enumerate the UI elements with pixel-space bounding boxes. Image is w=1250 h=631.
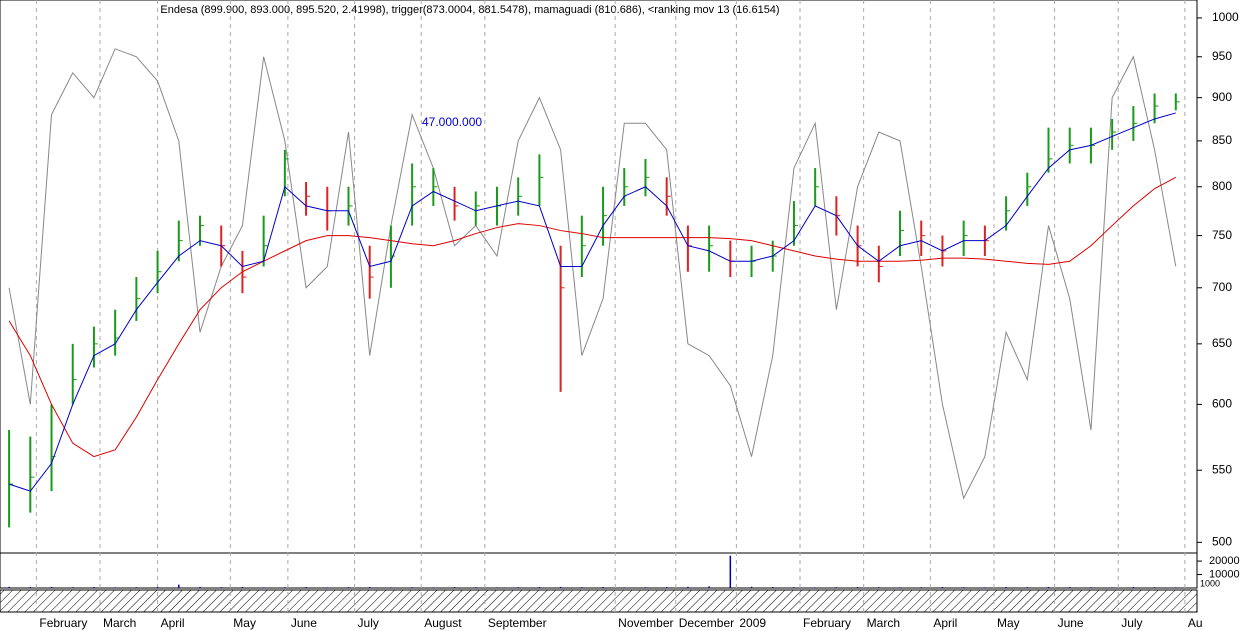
x-tick-label: Au — [1188, 616, 1203, 630]
price-panel — [0, 0, 1198, 554]
x-tick-label: September — [488, 616, 547, 630]
y-tick-label: 600 — [1212, 397, 1232, 411]
volume-panel — [0, 552, 1198, 589]
x-tick-label: August — [424, 616, 462, 630]
series-line — [8, 112, 1176, 492]
x-tick-label: March — [867, 616, 900, 630]
x-tick-label: November — [618, 616, 673, 630]
y-tick-label: 700 — [1212, 280, 1232, 294]
y-tick-label: 1000 — [1212, 10, 1239, 24]
y-tick-label: 950 — [1212, 49, 1232, 63]
chart-title: Endesa (899.900, 893.000, 895.520, 2.419… — [160, 4, 779, 16]
y-tick-label: 550 — [1212, 462, 1232, 476]
x-tick-label: December — [679, 616, 734, 630]
x-tick-label: April — [933, 616, 957, 630]
x-tick-label: July — [1121, 616, 1142, 630]
annotation: 47.000.000 — [422, 115, 482, 129]
x-tick-label: February — [803, 616, 851, 630]
y-tick-label: 750 — [1212, 228, 1232, 242]
volume-tick-label: 20000 — [1209, 555, 1240, 567]
x-tick-label: February — [39, 616, 87, 630]
period-band — [0, 589, 1198, 613]
x-tick-label: May — [233, 616, 256, 630]
x-tick-label: March — [103, 616, 136, 630]
x-tick-label: 2009 — [739, 616, 766, 630]
volume-tick-label: 10000 — [1209, 568, 1240, 580]
x-tick-label: May — [997, 616, 1020, 630]
y-tick-label: 650 — [1212, 336, 1232, 350]
y-tick-label: 800 — [1212, 179, 1232, 193]
series-line — [8, 48, 1177, 500]
series-line — [8, 176, 1177, 458]
x-tick-label: July — [358, 616, 379, 630]
x-tick-label: June — [291, 616, 317, 630]
x-tick-label: June — [1058, 616, 1084, 630]
y-tick-label: 900 — [1212, 90, 1232, 104]
volume-footer-label: 1000 — [1200, 578, 1220, 588]
y-tick-label: 500 — [1212, 535, 1232, 549]
x-tick-label: April — [161, 616, 185, 630]
y-tick-label: 850 — [1212, 133, 1232, 147]
